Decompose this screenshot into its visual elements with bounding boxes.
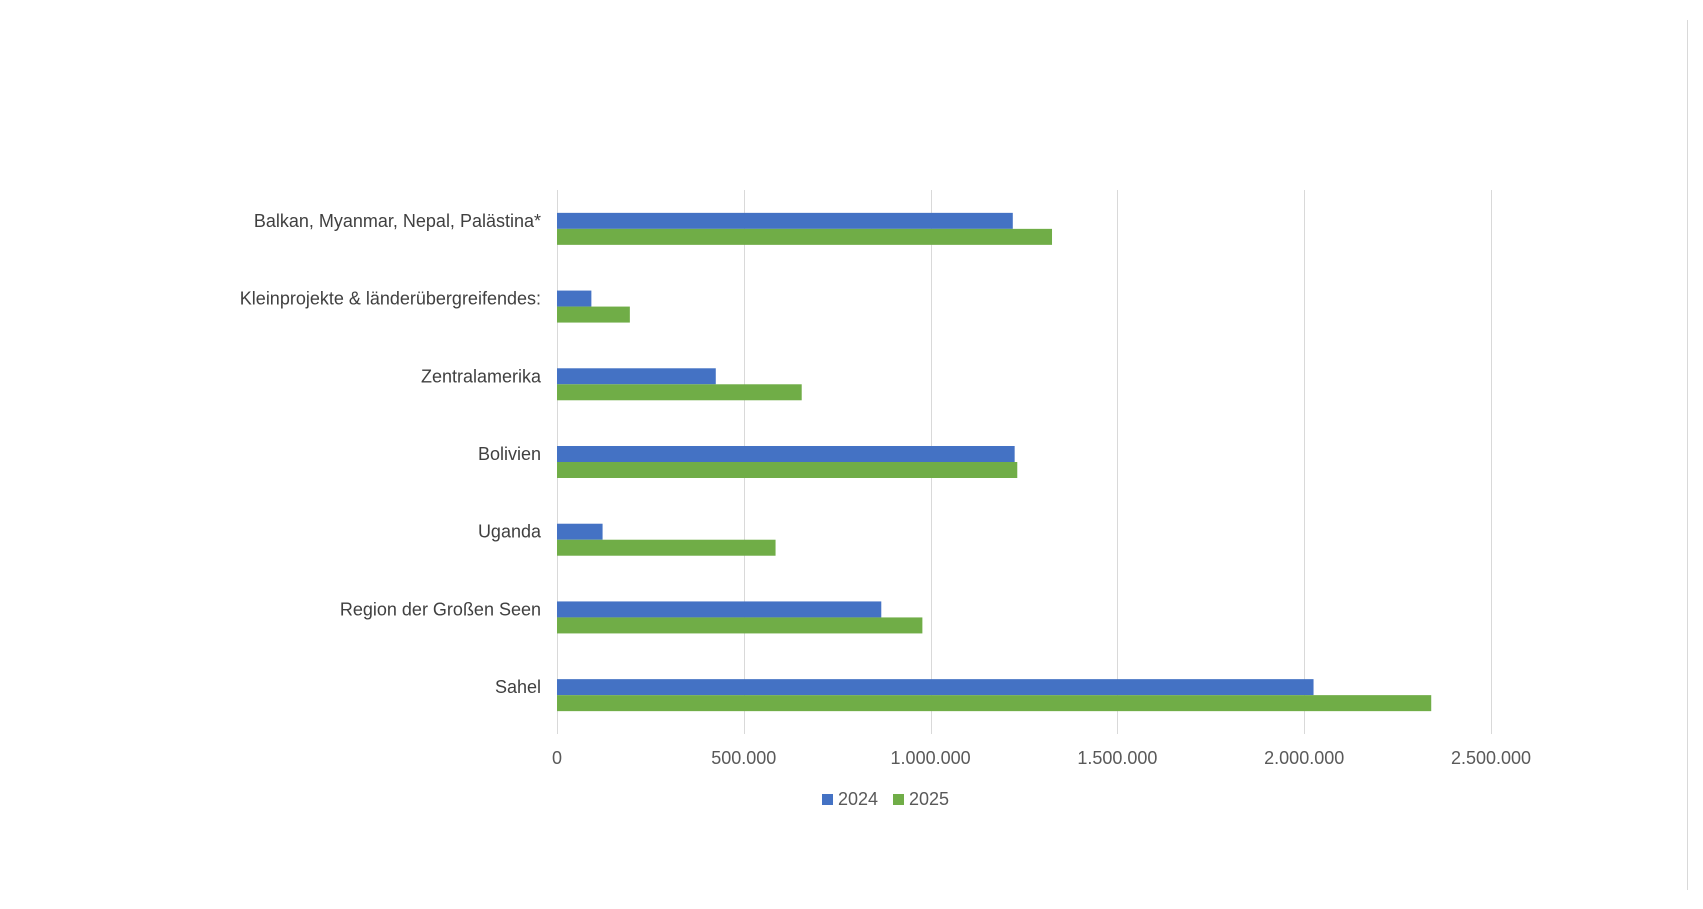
bar-2024-0 xyxy=(557,679,1314,696)
x-tick-label-1: 500.000 xyxy=(711,748,776,768)
category-label-0: Sahel xyxy=(495,677,541,697)
category-label-5: Kleinprojekte & länderübergreifendes: xyxy=(240,289,541,309)
x-tick-labels: 0 500.000 1.000.000 1.500.000 2.000.000 2.500… xyxy=(552,748,1531,768)
category-label-4: Zentralamerika xyxy=(421,366,542,386)
legend-label-2024: 2024 xyxy=(838,789,878,809)
x-tick-label-4: 2.000.000 xyxy=(1264,748,1344,768)
bar-2025-4 xyxy=(557,384,802,401)
bar-2025-0 xyxy=(557,695,1432,712)
category-label-1: Region der Großen Seen xyxy=(340,599,541,619)
bars xyxy=(557,212,1432,712)
category-label-3: Bolivien xyxy=(478,444,541,464)
category-labels: Sahel Region der Großen Seen Uganda Bolivie… xyxy=(240,211,542,697)
bar-2025-1 xyxy=(557,617,923,634)
bar-2025-2 xyxy=(557,539,776,556)
legend-swatch-2025 xyxy=(893,794,904,805)
bar-2025-6 xyxy=(557,228,1053,245)
bar-2025-5 xyxy=(557,306,630,323)
x-tick-label-3: 1.500.000 xyxy=(1077,748,1157,768)
x-tick-label-2: 1.000.000 xyxy=(891,748,971,768)
legend-swatch-2024 xyxy=(822,794,833,805)
x-tick-label-0: 0 xyxy=(552,748,562,768)
category-label-2: Uganda xyxy=(478,522,542,542)
bar-2024-3 xyxy=(557,446,1015,462)
category-label-6: Balkan, Myanmar, Nepal, Palästina* xyxy=(254,211,541,231)
bar-2025-3 xyxy=(557,462,1018,478)
bar-2024-4 xyxy=(557,368,716,385)
legend: 2024 2025 xyxy=(822,789,949,809)
bar-2024-6 xyxy=(557,212,1013,229)
bar-2024-1 xyxy=(557,601,882,618)
right-divider xyxy=(1687,20,1688,890)
bar-2024-5 xyxy=(557,290,592,307)
x-tick-label-5: 2.500.000 xyxy=(1451,748,1531,768)
bar-2024-2 xyxy=(557,523,603,540)
legend-label-2025: 2025 xyxy=(909,789,949,809)
